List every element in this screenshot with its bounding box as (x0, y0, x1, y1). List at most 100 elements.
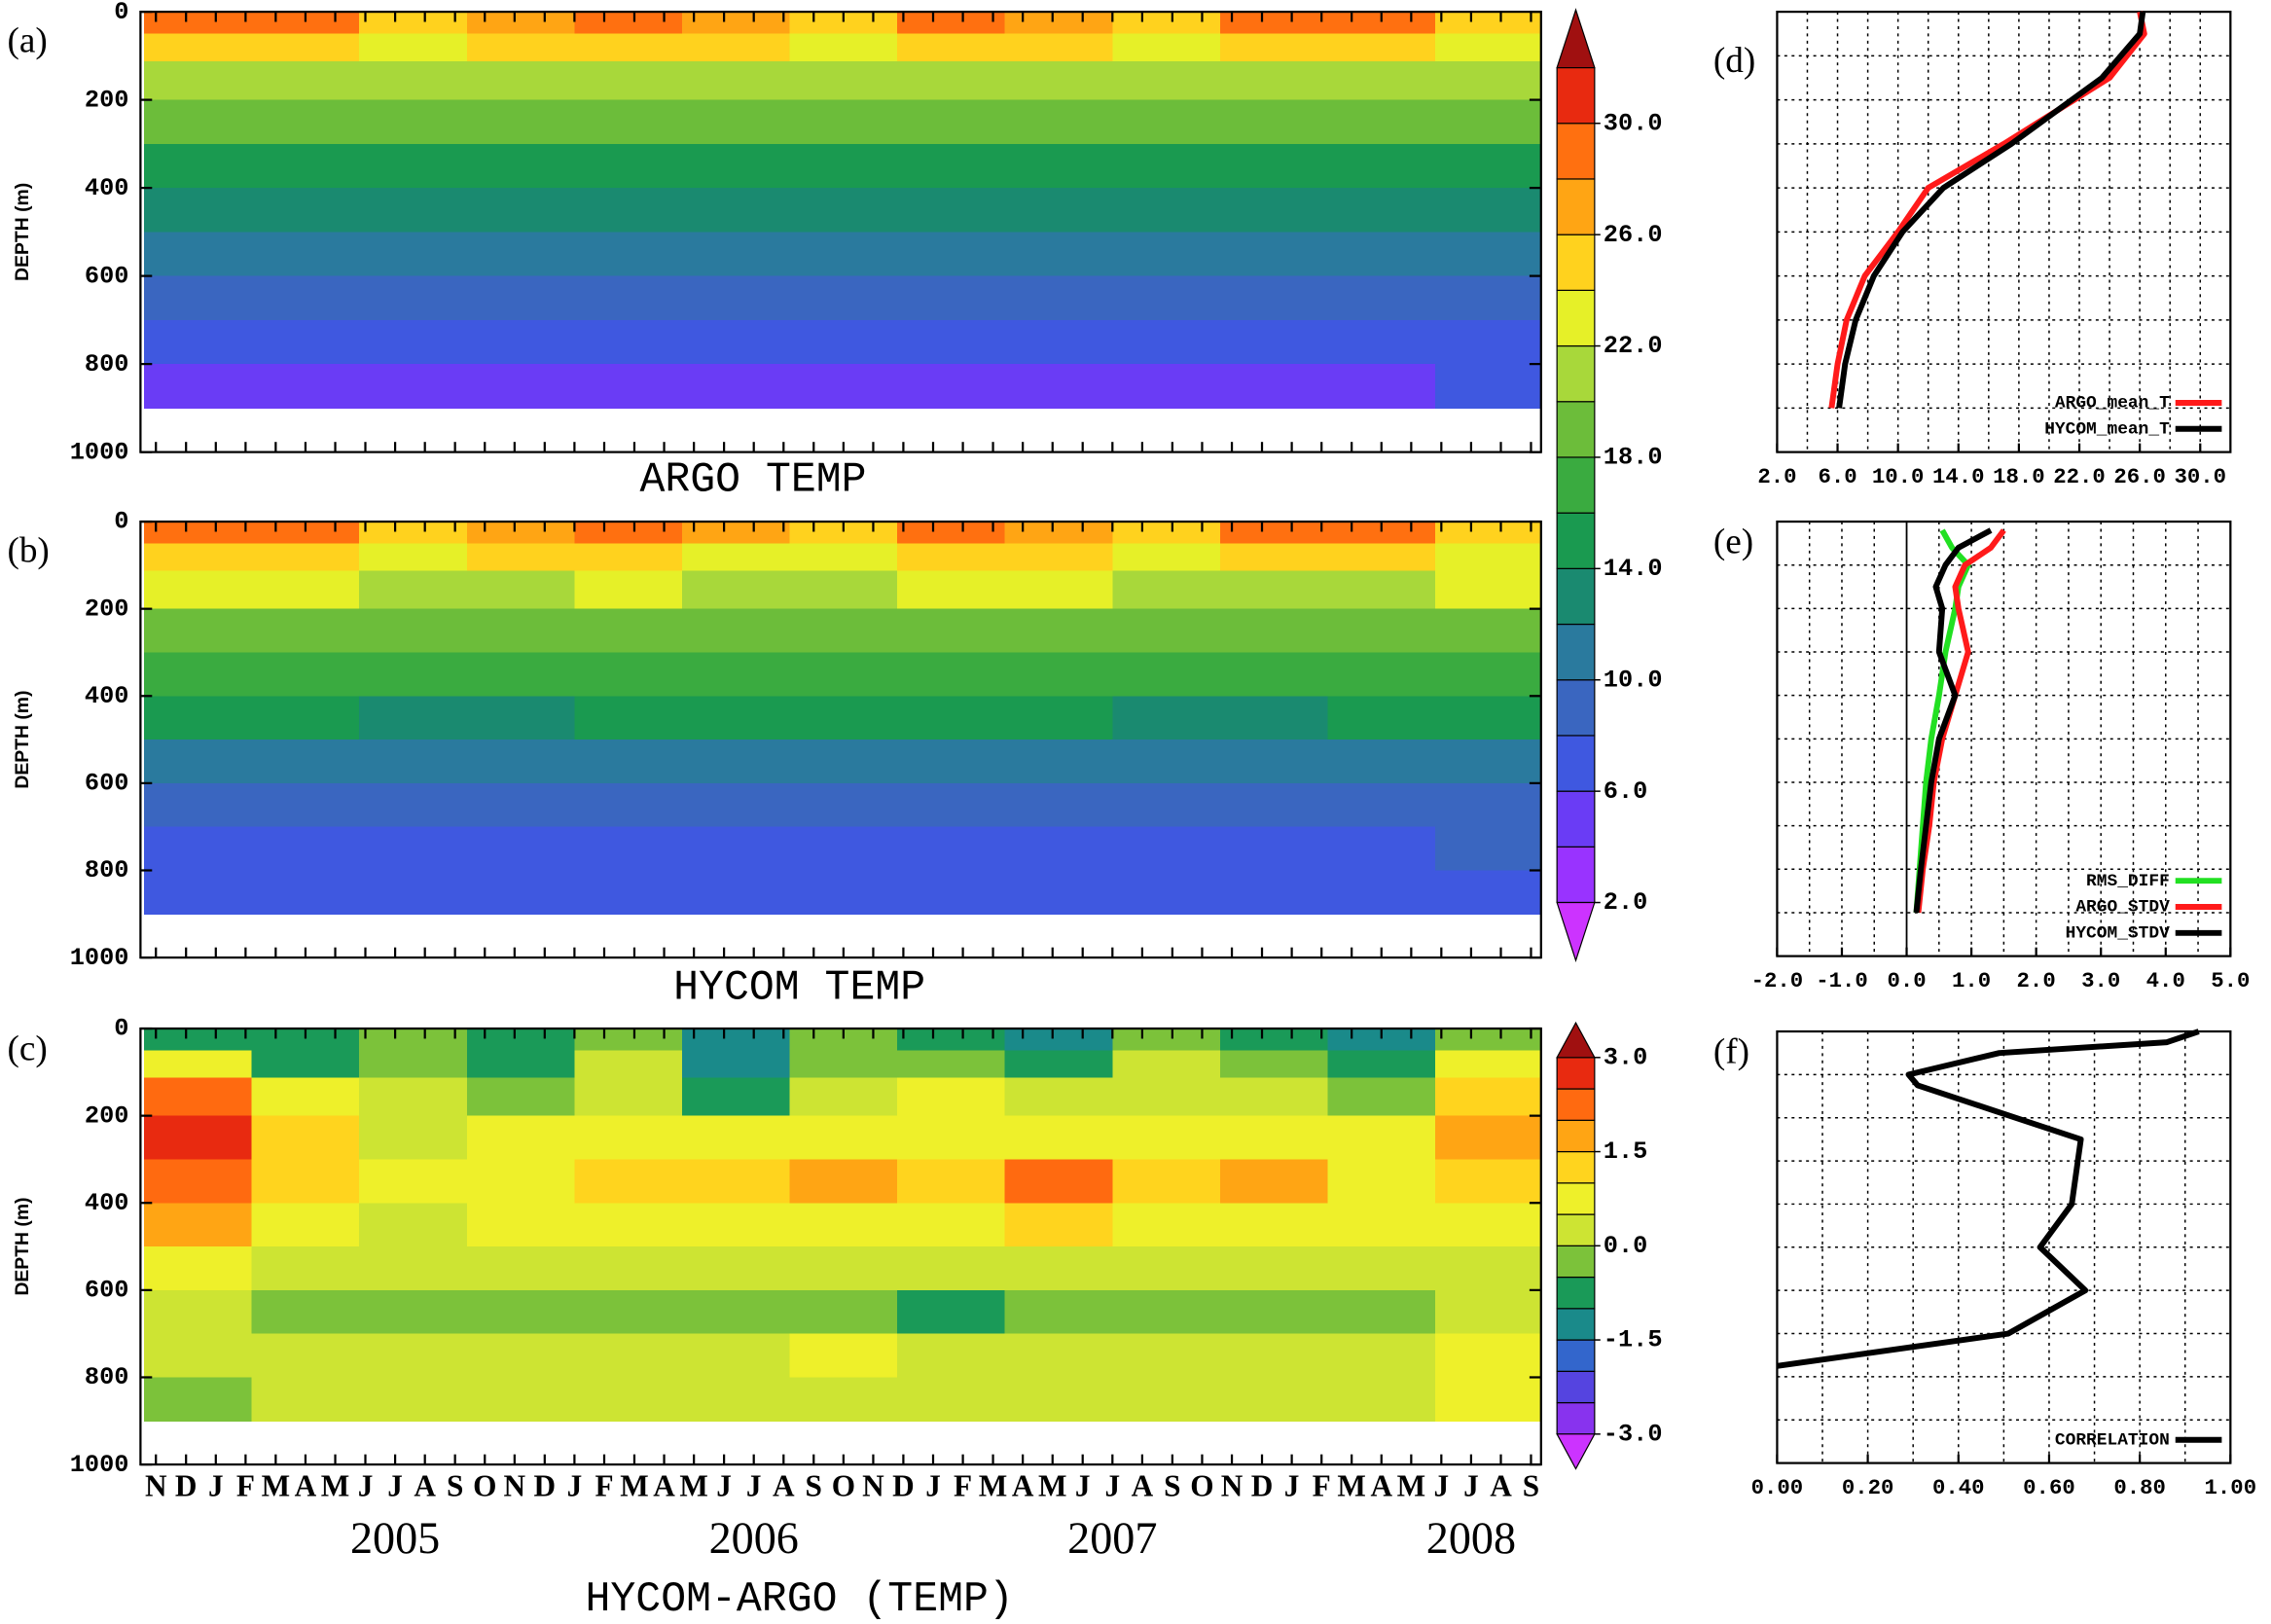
month-label: J (358, 1469, 374, 1503)
contour-cell (1327, 782, 1436, 828)
contour-cell (897, 99, 1006, 145)
colorbar-tick-label: 2.0 (1604, 888, 1648, 917)
x-tick-label: 26.0 (2113, 464, 2166, 489)
contour-cell (1327, 33, 1436, 62)
y-axis-label: DEPTH (m) (12, 183, 33, 281)
contour-cell (251, 188, 361, 234)
contour-cell (466, 188, 576, 234)
colorbar-band (1556, 289, 1596, 347)
contour-cell (789, 782, 899, 828)
contour-cell (1004, 740, 1114, 784)
contour-cell (1327, 1289, 1436, 1335)
contour-cell (574, 33, 683, 62)
contour-cell (1004, 782, 1114, 828)
contour-cell (574, 696, 683, 740)
month-label: J (746, 1469, 762, 1503)
y-axis-label: DEPTH (m) (12, 691, 33, 789)
colorbar-band (1556, 567, 1596, 626)
contour-cell (144, 1203, 253, 1247)
profile-line (1915, 528, 2006, 914)
contour-cell (1219, 652, 1329, 698)
contour-cell (1435, 696, 1541, 740)
contour-cell (466, 60, 576, 101)
x-tick-label: 0.00 (1751, 1475, 1804, 1500)
contour-cell (897, 60, 1006, 101)
contour-cell (574, 1077, 683, 1117)
x-tick-label: 18.0 (1993, 464, 2045, 489)
contour-cell (1327, 60, 1436, 101)
contour-cell (144, 570, 253, 610)
colorbar-tick-label: 10.0 (1604, 666, 1663, 694)
contour-cell (251, 1246, 361, 1291)
month-label: J (1434, 1469, 1450, 1503)
contour-cell (359, 275, 468, 321)
contour-cell (144, 188, 253, 234)
contour-cell (359, 1246, 468, 1291)
contour-cell (1435, 1203, 1541, 1247)
contour-cell (1004, 826, 1114, 872)
contour-cell (897, 275, 1006, 321)
contour-cell (1112, 143, 1221, 189)
colorbar-band (1556, 1308, 1596, 1341)
contour-cell (1004, 1333, 1114, 1379)
contour-cell (1435, 1377, 1541, 1423)
contour-cell (359, 99, 468, 145)
contour-cell (681, 1077, 791, 1117)
y-tick-label: 800 (85, 1363, 129, 1391)
contour-cell (359, 60, 468, 101)
contour-cell (681, 652, 791, 698)
colorbar-band (1556, 123, 1596, 180)
month-label: N (1221, 1469, 1244, 1503)
contour-cell (1435, 543, 1541, 572)
contour-cell (1004, 570, 1114, 610)
colorbar-arrow (1556, 8, 1596, 69)
contour-cell (359, 319, 468, 365)
colorbar-band (1556, 735, 1596, 792)
colorbar-tick-label: 0.0 (1604, 1232, 1648, 1260)
contour-cell (251, 364, 361, 410)
contour-cell (574, 1159, 683, 1205)
contour-cell (251, 608, 361, 654)
month-label: J (1075, 1469, 1091, 1503)
contour-cell (251, 870, 361, 916)
contour-cell (681, 543, 791, 572)
colorbar-band (1556, 344, 1596, 403)
contour-cell (1435, 1159, 1541, 1205)
contour-cell (897, 870, 1006, 916)
contour-cell (574, 275, 683, 321)
contour-cell (1004, 364, 1114, 410)
contour-cell (1004, 1029, 1114, 1052)
contour-cell (251, 1159, 361, 1205)
y-tick-label: 200 (85, 86, 129, 114)
contour-cell (466, 364, 576, 410)
contour-cell (251, 522, 361, 545)
colorbar-band (1556, 1339, 1596, 1372)
contour-cell (144, 1289, 253, 1335)
month-label: M (979, 1469, 1008, 1503)
contour-cell (1435, 60, 1541, 101)
panel-label: (e) (1713, 522, 1753, 561)
contour-cell (359, 33, 468, 62)
contour-cell (574, 12, 683, 35)
contour-cell (1219, 570, 1329, 610)
contour-cell (1004, 99, 1114, 145)
contour-cell (789, 1159, 899, 1205)
contour-cell (1004, 1159, 1114, 1205)
y-axis-label: DEPTH (m) (12, 1198, 33, 1296)
contour-cell (1219, 1333, 1329, 1379)
contour-cell (144, 1246, 253, 1291)
contour-cell (359, 696, 468, 740)
month-label: A (1370, 1469, 1392, 1503)
month-label: J (567, 1469, 583, 1503)
contour-cell (144, 522, 253, 545)
contour-cell (144, 1333, 253, 1379)
y-tick-label: 0 (114, 1015, 128, 1043)
contour-cell (1435, 12, 1541, 35)
contour-cell (1004, 1203, 1114, 1247)
contour-cell (1112, 1333, 1221, 1379)
contour-cell (1219, 1203, 1329, 1247)
contour-cell (466, 870, 576, 916)
contour-cell (897, 1246, 1006, 1291)
contour-cell (251, 143, 361, 189)
